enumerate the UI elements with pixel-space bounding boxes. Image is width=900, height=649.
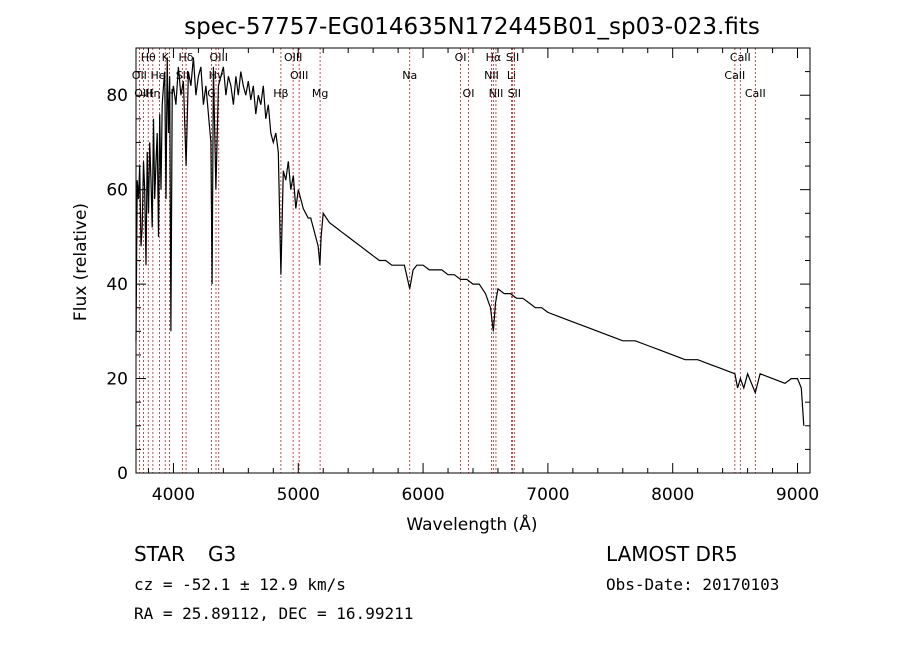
marker-label-21: NII [489, 87, 504, 100]
marker-label-9: OIII [210, 51, 228, 64]
marker-label-2: OIII [134, 87, 152, 100]
x-tick-label-1: 5000 [277, 485, 320, 505]
marker-label-17: OI [455, 51, 467, 64]
x-tick-label-2: 6000 [401, 485, 444, 505]
marker-label-14: Hβ [273, 87, 288, 100]
marker-label-24: SII [508, 87, 521, 100]
marker-label-1: OII [132, 69, 147, 82]
y-tick-label-0: 0 [117, 464, 128, 484]
marker-label-26: CaII [724, 69, 745, 82]
x-tick-label-5: 9000 [776, 485, 819, 505]
marker-label-16: Na [402, 69, 417, 82]
marker-label-15: Mg [312, 87, 328, 100]
x-tick-label-4: 8000 [651, 485, 694, 505]
y-axis: 0 20 40 60 80 [106, 71, 810, 484]
y-tick-label-1: 20 [106, 370, 128, 390]
marker-label-5: K [162, 51, 170, 64]
marker-label-23: Li [507, 69, 516, 82]
marker-label-18: OI [463, 87, 475, 100]
redshift-cz: cz = -52.1 ± 12.9 km/s [134, 575, 346, 594]
y-tick-label-4: 80 [106, 86, 128, 106]
y-tick-label-3: 60 [106, 181, 128, 201]
marker-label-12: OIII [284, 51, 302, 64]
x-tick-label-0: 4000 [152, 485, 195, 505]
x-axis-label: Wavelength (Å) [406, 513, 537, 535]
y-tick-label-2: 40 [106, 275, 128, 295]
object-class: STAR [134, 542, 185, 566]
chart-title: spec-57757-EG014635N172445B01_sp03-023.f… [184, 14, 760, 40]
marker-label-27: CaII [745, 87, 766, 100]
marker-label-11: G [207, 87, 216, 100]
plot-frame [135, 47, 811, 474]
x-axis: 4000 5000 6000 7000 8000 9000 [147, 48, 819, 505]
marker-label-20: NII [484, 69, 499, 82]
y-axis-label: Flux (relative) [71, 203, 91, 321]
object-subclass: G3 [208, 542, 236, 566]
spectrum-line [135, 57, 805, 426]
marker-label-7: Hδ [179, 51, 194, 64]
marker-label-0: Hθ [141, 51, 156, 64]
coordinates: RA = 25.89112, DEC = 16.99211 [134, 604, 413, 623]
marker-label-4: Hη [145, 87, 160, 100]
observation-date: Obs-Date: 20170103 [606, 575, 779, 594]
marker-label-22: SII [506, 51, 519, 64]
x-tick-label-3: 7000 [526, 485, 569, 505]
marker-label-13: OIII [290, 69, 308, 82]
marker-label-19: Hα [486, 51, 502, 64]
survey-name: LAMOST DR5 [606, 542, 738, 566]
